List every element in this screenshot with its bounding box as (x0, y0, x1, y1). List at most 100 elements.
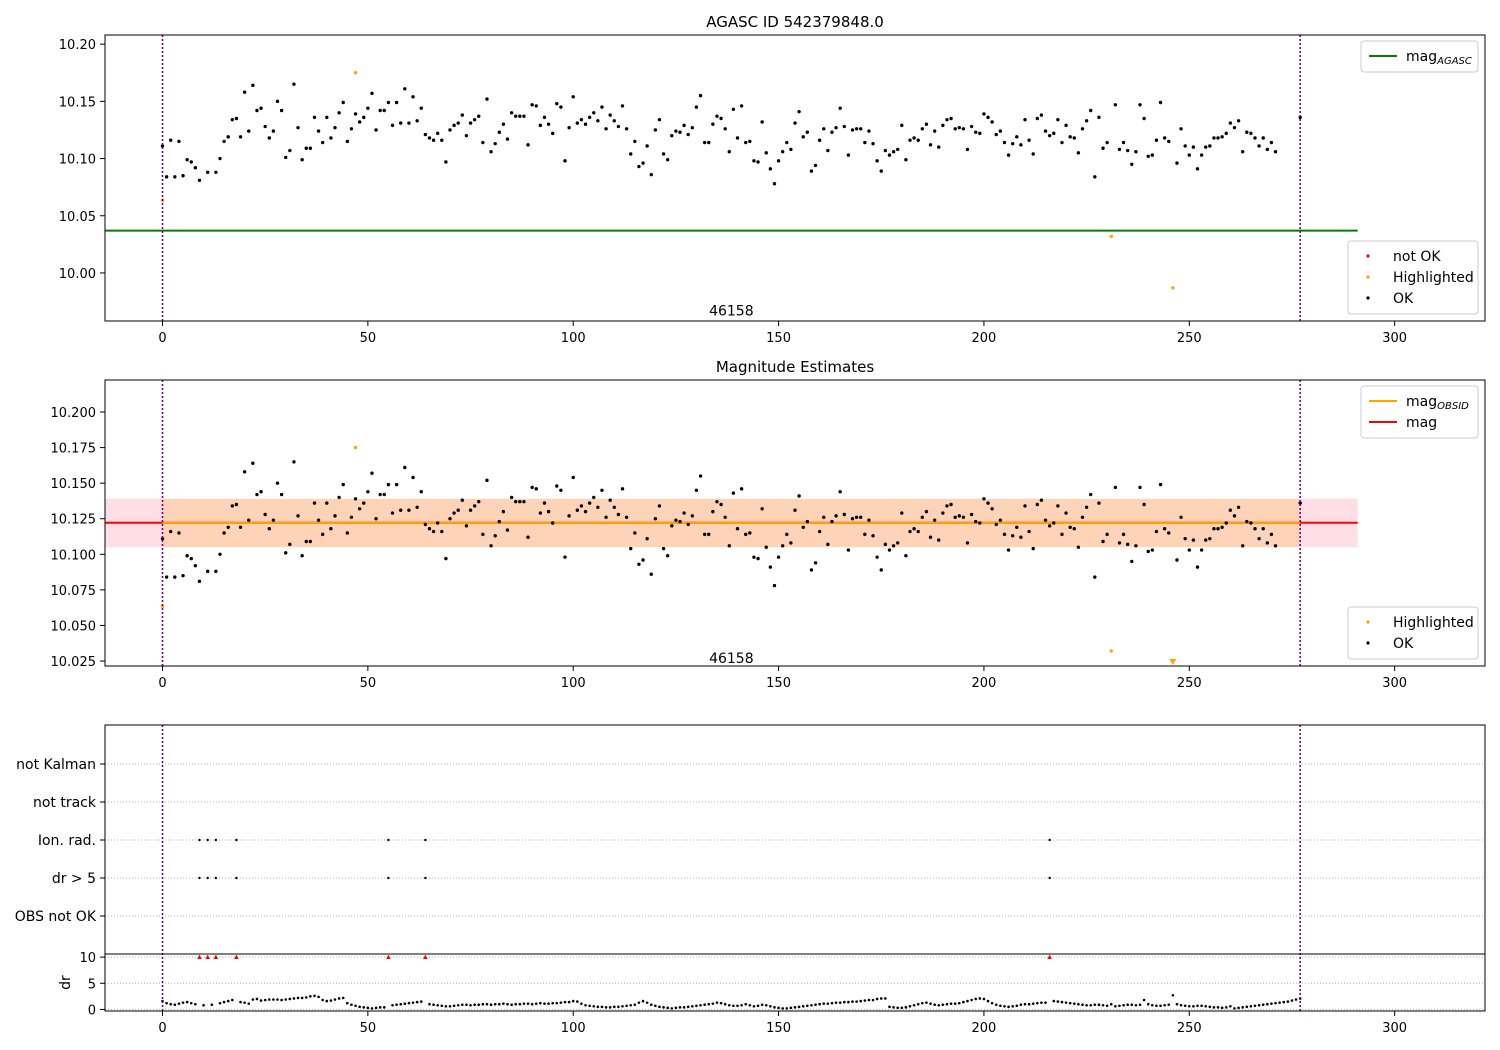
dr-point (1167, 1003, 1171, 1007)
ok-point (1150, 548, 1155, 552)
ok-point (477, 499, 481, 504)
obsid-label: 46158 (709, 304, 754, 320)
ok-point (160, 144, 165, 148)
flag-point (424, 876, 427, 880)
dr-capped-marker (386, 954, 391, 959)
ok-point (267, 526, 271, 531)
ok-point (961, 515, 966, 520)
ok-point (608, 113, 612, 117)
dr-point (1257, 1003, 1261, 1007)
dr-point (255, 997, 259, 1001)
ok-point (686, 132, 690, 137)
x-tick-label: 0 (158, 676, 166, 691)
dr-point (1155, 1004, 1158, 1008)
dr-point (309, 995, 312, 998)
ok-point (312, 115, 317, 120)
dr-point (539, 1001, 542, 1005)
ok-point (937, 538, 941, 542)
dr-point (485, 1002, 489, 1006)
ok-point (362, 115, 366, 120)
ok-point (629, 546, 633, 551)
ok-point (1076, 151, 1081, 155)
ok-point (386, 482, 391, 487)
ok-point (723, 127, 727, 131)
ok-point (370, 91, 374, 96)
flag-point (198, 876, 201, 880)
dr-capped-marker (423, 954, 428, 959)
ok-point (341, 100, 345, 105)
ok-point (464, 133, 469, 138)
dr-point (506, 1002, 509, 1006)
ok-point (337, 111, 341, 115)
ok-point (501, 509, 506, 514)
ok-point (1191, 538, 1196, 542)
ok-point (978, 521, 982, 525)
ok-point (205, 170, 210, 174)
ok-point (472, 117, 477, 122)
ok-point (1273, 544, 1278, 548)
dr-point (1023, 1002, 1027, 1006)
ok-point (809, 169, 814, 173)
ok-point (768, 167, 773, 171)
ok-point (288, 148, 292, 153)
ok-point (456, 121, 460, 125)
ok-point (345, 139, 350, 144)
ok-point (1261, 526, 1265, 531)
ok-point (444, 160, 448, 164)
ok-point (1072, 136, 1076, 140)
ok-point (550, 521, 555, 525)
ok-point (1113, 103, 1118, 107)
ok-point (419, 106, 423, 110)
dr-point (908, 1004, 912, 1008)
ok-point (842, 124, 846, 129)
ok-point (481, 532, 485, 537)
ok-point (813, 561, 818, 565)
ok-point (1216, 526, 1220, 531)
ok-point (296, 514, 300, 518)
ok-point (1191, 145, 1196, 149)
ok-point (242, 470, 247, 474)
dr-point (1163, 1003, 1166, 1007)
dr-point (912, 1003, 916, 1007)
ok-point (916, 138, 920, 142)
ok-point (764, 545, 768, 549)
dr-point (711, 1002, 715, 1005)
dr-point (292, 997, 296, 1000)
ok-point (485, 97, 489, 101)
ok-point (255, 492, 259, 497)
ok-point (797, 494, 801, 498)
y-tick-label: 10.150 (51, 477, 97, 492)
y-tick-label: 10.075 (51, 584, 97, 599)
ok-point (994, 522, 998, 527)
ok-point (752, 159, 756, 163)
ok-point (534, 104, 538, 108)
dr-point (247, 1002, 251, 1005)
ok-point (1047, 133, 1052, 138)
ok-point (1052, 521, 1056, 525)
dr-point (1085, 1003, 1088, 1007)
ok-point (1175, 558, 1179, 562)
ok-point (353, 497, 358, 501)
ok-point (555, 484, 559, 488)
dr-point (165, 1001, 168, 1005)
ok-point (731, 107, 736, 112)
dr-point (847, 1000, 850, 1004)
ok-point (817, 138, 822, 142)
flag-point (214, 838, 218, 842)
dr-point (1171, 994, 1175, 997)
ok-point (1154, 529, 1159, 534)
dr-point (900, 1006, 904, 1010)
dr-point (658, 1005, 661, 1009)
highlighted-point (1109, 234, 1113, 239)
dr-point (999, 1004, 1002, 1008)
ok-point (1117, 541, 1122, 545)
ok-point (715, 499, 719, 504)
ok-point (661, 546, 666, 551)
dr-capped-marker (213, 954, 219, 959)
dr-point (994, 1003, 998, 1007)
ok-point (559, 488, 563, 492)
ok-point (1089, 108, 1093, 113)
ok-point (764, 151, 768, 155)
ok-point (296, 125, 300, 130)
ok-point (518, 114, 522, 118)
